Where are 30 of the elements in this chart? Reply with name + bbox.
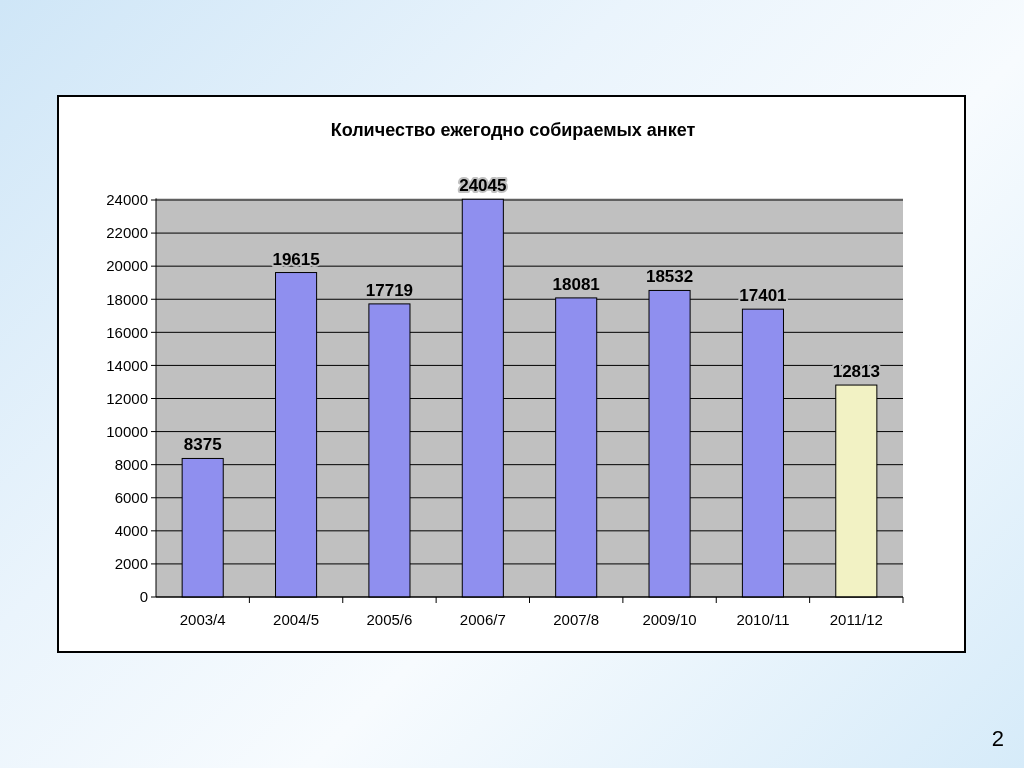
x-tick-label: 2010/11 (736, 611, 790, 628)
y-tick-label: 12000 (106, 389, 148, 407)
y-tick-label: 20000 (106, 257, 148, 275)
y-tick-label: 2000 (114, 555, 148, 573)
y-tick-label: 8000 (114, 455, 148, 473)
data-label: 18532 (645, 267, 694, 287)
data-label: 8375 (183, 435, 222, 455)
data-label: 17719 (365, 280, 414, 300)
x-tick-label: 2006/7 (459, 611, 506, 628)
y-tick-label: 16000 (106, 323, 148, 341)
data-label: 18081 (552, 274, 600, 294)
y-tick-label: 0 (139, 588, 148, 606)
data-label: 24045 (459, 176, 507, 196)
x-tick-label: 2009/10 (642, 611, 697, 628)
y-tick-label: 18000 (106, 290, 148, 308)
y-tick-label: 4000 (114, 522, 148, 540)
data-label: 12813 (832, 362, 880, 382)
y-tick-label: 6000 (114, 489, 148, 506)
text: 2 (991, 726, 1004, 751)
x-tick-label: 2004/5 (273, 611, 320, 628)
x-tick-label: 2003/4 (179, 611, 226, 628)
chart-title: Количество ежегодно собираемых анкет (330, 120, 696, 140)
x-tick-label: 2007/8 (553, 611, 600, 628)
x-tick-label: 2011/12 (829, 611, 883, 628)
y-tick-label: 14000 (106, 356, 148, 374)
y-tick-label: 24000 (106, 191, 148, 209)
y-tick-label: 22000 (106, 224, 148, 242)
x-tick-label: 2005/6 (366, 611, 413, 628)
data-label: 19615 (272, 249, 320, 269)
y-tick-label: 10000 (106, 422, 148, 440)
